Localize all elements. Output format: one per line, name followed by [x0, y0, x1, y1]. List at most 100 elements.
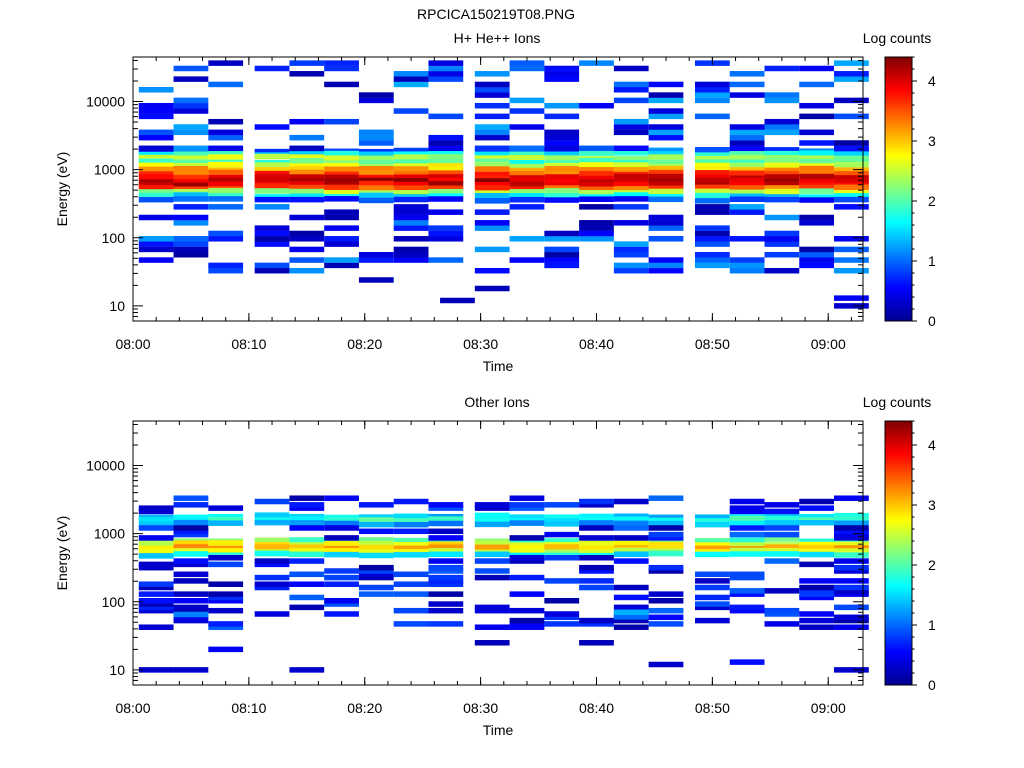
- heatmap-cell: [474, 544, 510, 551]
- heatmap-cell: [834, 175, 869, 181]
- heatmap-cell: [208, 624, 244, 630]
- heatmap-cell: [799, 498, 835, 505]
- heatmap-cell: [428, 166, 464, 172]
- heatmap-cell: [834, 193, 869, 199]
- heatmap-cell: [208, 188, 244, 194]
- heatmap-cell: [694, 192, 730, 199]
- heatmap-cells: [138, 495, 869, 673]
- heatmap-cell: [764, 230, 800, 237]
- heatmap-cell: [393, 220, 429, 226]
- colorbar-tick-label: 3: [928, 497, 936, 513]
- heatmap-cell: [358, 174, 394, 181]
- heatmap-cell: [474, 267, 510, 274]
- heatmap-cell: [648, 236, 684, 242]
- heatmap-cell: [173, 551, 209, 557]
- heatmap-cell: [173, 519, 209, 526]
- heatmap-cell: [579, 502, 614, 508]
- heatmap-cell: [764, 170, 800, 177]
- heatmap-cell: [208, 516, 244, 523]
- heatmap-cell: [544, 252, 580, 258]
- heatmap-cell: [764, 536, 800, 542]
- heatmap-cell: [208, 267, 244, 274]
- heatmap-cell: [648, 185, 684, 192]
- heatmap-cell: [834, 545, 869, 551]
- heatmap-cell: [579, 170, 614, 177]
- heatmap-cell-isolated: [834, 667, 869, 673]
- heatmap-cell: [799, 65, 835, 72]
- heatmap-cell: [509, 145, 545, 152]
- heatmap-cell: [324, 181, 359, 187]
- heatmap-cell: [254, 236, 290, 242]
- heatmap-cell: [729, 531, 765, 538]
- heatmap-cell: [138, 548, 174, 555]
- heatmap-cell: [648, 514, 684, 521]
- heatmap-cell: [729, 525, 765, 531]
- heatmap-cell: [613, 584, 649, 591]
- heatmap-cell: [173, 525, 209, 531]
- heatmap-cell: [509, 535, 545, 541]
- heatmap-cell: [289, 196, 325, 203]
- heatmap-cell-isolated: [208, 646, 244, 653]
- heatmap-cell: [173, 145, 209, 152]
- heatmap-cell: [428, 185, 464, 192]
- heatmap-cell: [648, 621, 684, 627]
- heatmap-cell: [254, 124, 290, 130]
- heatmap-cell: [324, 598, 359, 604]
- heatmap-cell: [289, 181, 325, 187]
- heatmap-cell-isolated: [289, 667, 325, 673]
- heatmap-cell: [509, 257, 545, 263]
- heatmap-cell: [474, 171, 510, 178]
- heatmap-cell: [834, 151, 869, 158]
- heatmap-cell: [729, 262, 765, 269]
- heatmap-cell: [694, 174, 730, 180]
- heatmap-cell: [648, 495, 684, 501]
- heatmap-cell: [138, 192, 174, 199]
- heatmap-cell: [393, 236, 429, 242]
- heatmap-cell: [613, 145, 649, 152]
- heatmap-cell: [393, 549, 429, 555]
- heatmap-cell: [544, 188, 580, 194]
- heatmap-cell: [729, 607, 765, 614]
- heatmap-cell: [173, 571, 209, 578]
- heatmap-cell: [358, 564, 394, 571]
- heatmap-cell: [474, 540, 510, 547]
- heatmap-cell: [579, 617, 614, 624]
- heatmap-cell: [648, 214, 684, 221]
- heatmap-cell: [474, 92, 510, 98]
- heatmap-cell: [799, 624, 835, 630]
- heatmap-cell: [428, 564, 464, 571]
- heatmap-cell: [613, 167, 649, 173]
- heatmap-cell: [764, 147, 800, 153]
- heatmap-cell: [358, 574, 394, 581]
- heatmap-cell: [729, 204, 765, 210]
- heatmap-cell: [579, 541, 614, 547]
- heatmap-cell: [393, 163, 429, 169]
- heatmap-cell: [799, 561, 835, 568]
- heatmap-cell: [208, 154, 244, 160]
- heatmap-cell: [428, 257, 464, 263]
- heatmap-cell: [358, 140, 394, 146]
- heatmap-cell: [834, 520, 869, 527]
- heatmap-cell: [729, 167, 765, 173]
- heatmap-cell: [358, 528, 394, 535]
- heatmap-cell: [358, 197, 394, 204]
- heatmap-cell: [764, 547, 800, 554]
- heatmap-cell: [613, 262, 649, 269]
- heatmap-cell: [613, 204, 649, 210]
- heatmap-cell: [138, 87, 174, 93]
- heatmap-cell: [208, 204, 244, 210]
- heatmap-cell: [613, 551, 649, 557]
- heatmap-cell: [289, 230, 325, 237]
- heatmap-cell: [208, 561, 244, 568]
- heatmap-cell: [393, 571, 429, 578]
- heatmap-cell: [834, 140, 869, 146]
- y-tick-label: 10000: [86, 458, 125, 474]
- heatmap-cell: [694, 542, 730, 548]
- heatmap-cell: [208, 555, 244, 561]
- heatmap-cell: [324, 81, 359, 88]
- heatmap-cell: [358, 155, 394, 162]
- heatmap-cell: [579, 150, 614, 156]
- heatmap-cell: [648, 188, 684, 195]
- heatmap-cell: [358, 584, 394, 591]
- heatmap-cell: [208, 129, 244, 136]
